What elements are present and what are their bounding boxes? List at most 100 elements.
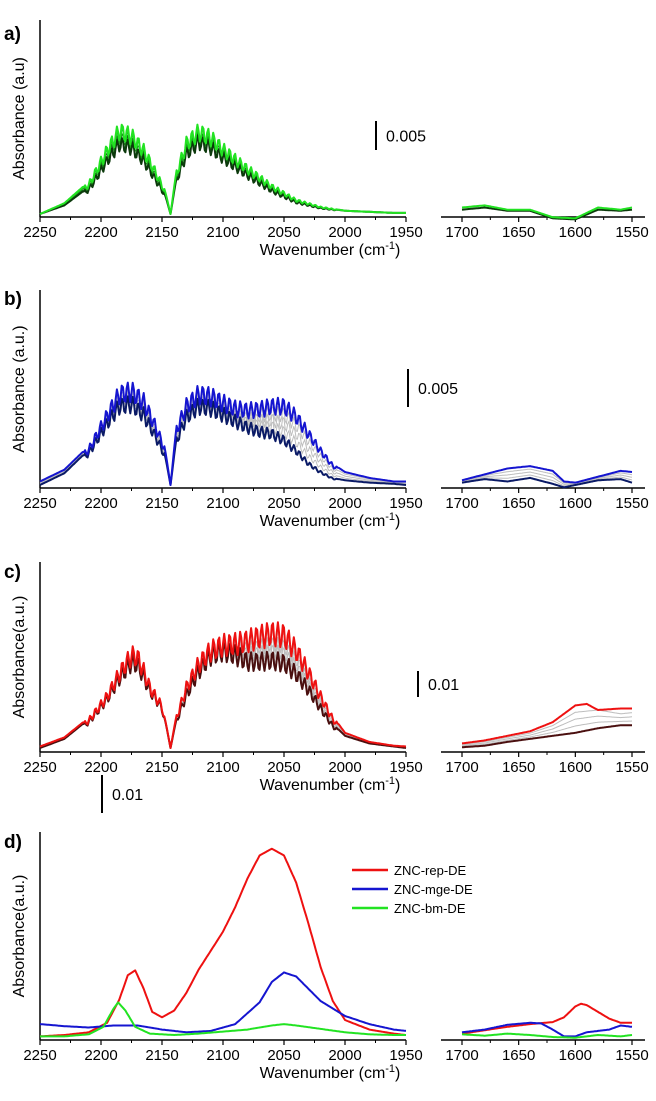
- intermediate-trace-right: [461, 468, 633, 484]
- x-axis-title-superscript: -1: [385, 511, 395, 523]
- series-line-right: [461, 702, 632, 745]
- x-tick-label: 2250: [23, 1047, 56, 1064]
- y-axis-title: Absorbance(a.u.): [11, 875, 28, 998]
- x-tick-label: 1950: [389, 759, 422, 776]
- x-tick-label: 1650: [502, 1047, 535, 1064]
- x-tick-label: 2100: [206, 759, 239, 776]
- panel-a: a) Absorbance (a.u) 2250 2200 2150 2100 2050 20…: [4, 20, 649, 259]
- x-tick-label: 2100: [206, 1047, 239, 1064]
- x-tick-label: 2250: [23, 759, 56, 776]
- series-line-left: [40, 1001, 406, 1038]
- x-axis-title-text: Wavenumber (cm: [260, 1065, 386, 1082]
- x-axis-title-superscript: -1: [385, 1063, 395, 1075]
- x-tick-label: 1550: [615, 495, 648, 512]
- series-line-right: [461, 204, 633, 220]
- intermediate-trace-right: [461, 471, 633, 485]
- x-tick-label: 2250: [23, 495, 56, 512]
- panel-letter: a): [4, 24, 21, 45]
- x-tick-label: 2150: [145, 495, 178, 512]
- intermediate-trace-right: [461, 715, 633, 746]
- x-tick-label: 2100: [206, 224, 239, 241]
- series-line-right: [461, 1021, 633, 1038]
- x-tick-label: 2150: [145, 759, 178, 776]
- x-tick-label: 1700: [445, 1047, 478, 1064]
- x-tick-label: 1700: [445, 495, 478, 512]
- x-tick-label: 1600: [559, 1047, 592, 1064]
- x-axis-title: Wavenumber (cm-1): [260, 775, 401, 794]
- x-axis-title-text: Wavenumber (cm: [260, 242, 386, 259]
- x-tick-label: 1700: [445, 759, 478, 776]
- legend-label: ZNC-rep-DE: [394, 863, 467, 878]
- x-axis-title: Wavenumber (cm-1): [260, 1063, 401, 1082]
- intermediate-trace-right: [461, 709, 633, 745]
- x-tick-label: 2050: [267, 224, 300, 241]
- x-tick-label: 1950: [389, 224, 422, 241]
- series-line-left: [39, 621, 407, 749]
- x-axis-title-end: ): [395, 1065, 400, 1082]
- series-line-right: [462, 724, 632, 749]
- x-tick-label: 1950: [389, 495, 422, 512]
- series-line-left: [39, 847, 407, 1038]
- x-axis-title-superscript: -1: [385, 240, 395, 252]
- scale-bar-label: 0.01: [428, 677, 459, 694]
- series-line-right: [461, 476, 633, 489]
- x-tick-label: 2200: [84, 224, 117, 241]
- panel-letter: b): [4, 289, 22, 310]
- series-line-left: [39, 123, 406, 215]
- x-tick-label: 2200: [84, 495, 117, 512]
- x-tick-label: 2150: [145, 1047, 178, 1064]
- x-tick-label: 1650: [502, 759, 535, 776]
- x-axis-title: Wavenumber (cm-1): [260, 511, 401, 530]
- x-tick-label: 2050: [267, 759, 300, 776]
- x-tick-label: 2000: [328, 224, 361, 241]
- x-tick-label: 1550: [615, 759, 648, 776]
- scale-bar-label: 0.005: [386, 129, 426, 146]
- x-axis-title-text: Wavenumber (cm: [260, 777, 386, 794]
- x-tick-label: 2000: [328, 495, 361, 512]
- y-axis-title: Absorbance (a.u): [11, 57, 28, 180]
- panel-letter: c): [4, 562, 21, 583]
- x-tick-label: 1600: [559, 495, 592, 512]
- scale-bar-label: 0.01: [112, 787, 143, 804]
- x-tick-label: 2200: [84, 1047, 117, 1064]
- x-tick-label: 2050: [267, 1047, 300, 1064]
- x-tick-label: 1600: [559, 759, 592, 776]
- x-axis-title-text: Wavenumber (cm: [260, 513, 386, 530]
- series-line-left: [39, 971, 407, 1034]
- x-tick-label: 2100: [206, 495, 239, 512]
- x-tick-label: 2000: [328, 1047, 361, 1064]
- intermediate-trace-right: [461, 720, 633, 747]
- y-axis-title: Absorbance (a.u.): [11, 325, 28, 452]
- x-tick-label: 1600: [559, 224, 592, 241]
- x-tick-label: 1550: [615, 1047, 648, 1064]
- panel-letter: d): [4, 832, 22, 853]
- x-tick-label: 1700: [445, 224, 478, 241]
- panel-b: b) Absorbance (a.u.) 2250 2200 2150 2100 2050 2…: [4, 289, 649, 530]
- x-axis-title-superscript: -1: [385, 775, 395, 787]
- x-axis-title-end: ): [395, 242, 400, 259]
- y-axis-title: Absorbance(a.u.): [11, 596, 28, 719]
- x-tick-label: 2050: [267, 495, 300, 512]
- series-line-left: [39, 639, 407, 749]
- x-tick-label: 2000: [328, 759, 361, 776]
- x-axis-title-end: ): [395, 513, 400, 530]
- x-tick-label: 2150: [145, 224, 178, 241]
- series-line-left: [39, 395, 407, 486]
- x-tick-label: 2250: [23, 224, 56, 241]
- scale-bar-label: 0.005: [418, 381, 458, 398]
- legend-label: ZNC-mge-DE: [394, 882, 473, 897]
- series-line-right: [461, 465, 633, 484]
- x-tick-label: 1650: [502, 495, 535, 512]
- x-tick-label: 1950: [389, 1047, 422, 1064]
- x-tick-label: 1550: [615, 224, 648, 241]
- legend-label: ZNC-bm-DE: [394, 901, 466, 916]
- x-tick-label: 1650: [502, 224, 535, 241]
- panel-d: d) Absorbance(a.u.) 2250 2200 2150 2100 2050 20…: [4, 775, 649, 1082]
- intermediate-trace-right: [461, 474, 633, 487]
- series-line-left: [39, 381, 406, 486]
- series-line-right: [461, 206, 633, 221]
- x-axis-title-end: ): [395, 777, 400, 794]
- x-tick-label: 2200: [84, 759, 117, 776]
- panel-c: c) Absorbance(a.u.) 2250 2200 2150 2100 2050 20…: [4, 562, 649, 794]
